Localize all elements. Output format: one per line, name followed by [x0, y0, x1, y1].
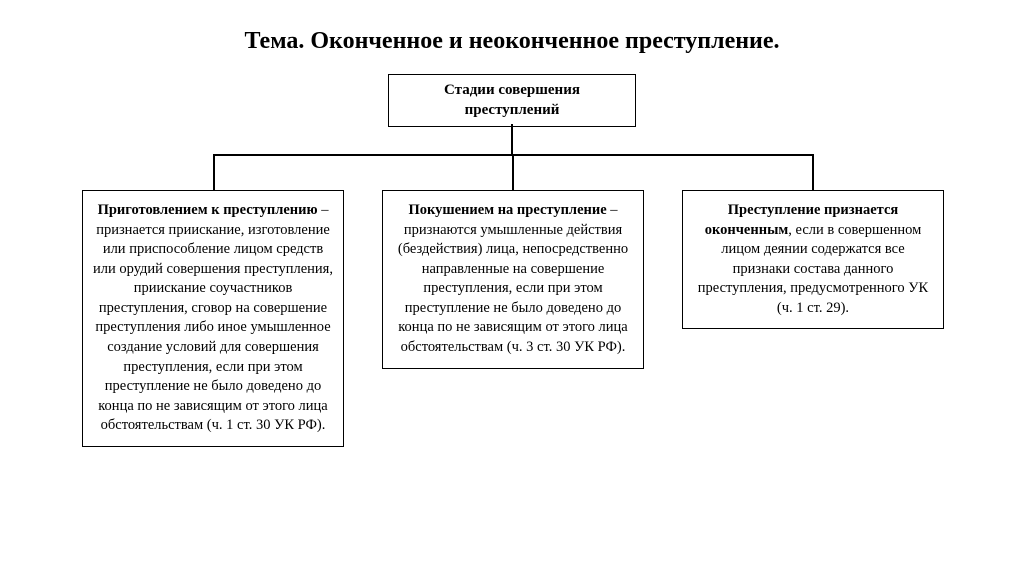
connector-line [512, 154, 514, 190]
connector-line [812, 154, 814, 190]
child-2-rest: – признаются умышленные действия (бездей… [398, 202, 628, 355]
connector-line [511, 124, 513, 154]
child-1-rest: – признается приискание, изготовление ил… [93, 202, 333, 433]
connector-line [213, 154, 215, 190]
page-title: Тема. Оконченное и неоконченное преступл… [0, 0, 1024, 67]
child-node-2: Покушением на преступление – признаются … [382, 190, 644, 369]
child-1-bold: Приготовлением к преступлению [98, 202, 318, 218]
child-2-bold: Покушением на преступление [408, 202, 606, 218]
child-node-1: Приготовлением к преступлению – признает… [82, 190, 344, 447]
root-node: Стадии совершения преступлений [388, 74, 636, 127]
child-node-3: Преступление признается оконченным, если… [682, 190, 944, 329]
